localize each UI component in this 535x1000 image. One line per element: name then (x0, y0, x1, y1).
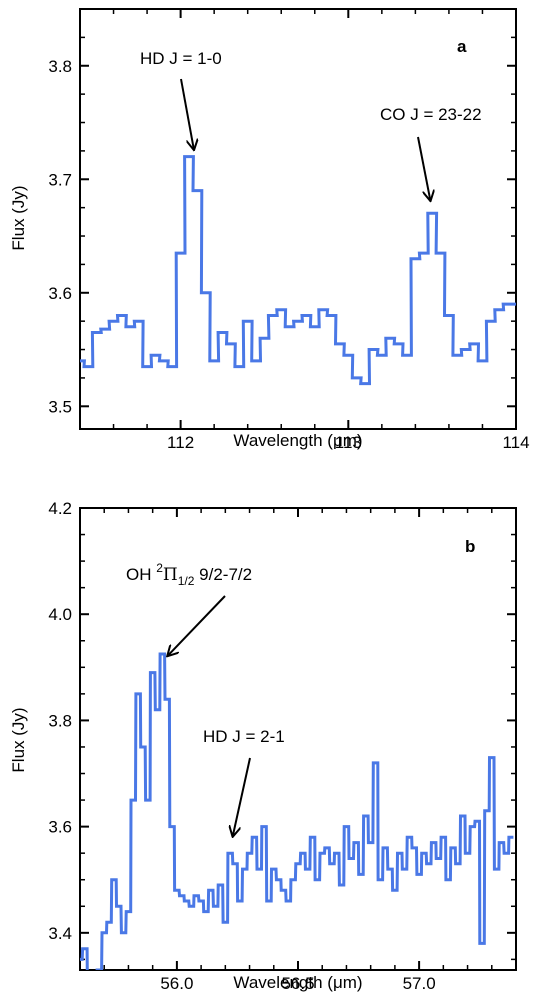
y-tick-label: 3.5 (48, 397, 72, 416)
spectrum-line-a (80, 155, 516, 386)
annotation-hd-10-arrow (180, 78, 194, 150)
tick-marks-a (79, 8, 517, 429)
x-axis-title-a: Wavelength (μm) (233, 431, 362, 450)
x-tick-label: 56.0 (160, 974, 193, 993)
plot-frame-a (79, 8, 517, 430)
tick-labels-b: 56.0 56.5 57.0 3.4 3.6 3.8 4.0 4.2 (48, 499, 435, 993)
panel-label-b: b (465, 537, 475, 556)
annotation-co-arrow (417, 136, 431, 201)
x-tick-label: 57.0 (403, 974, 436, 993)
x-tick-label: 56.5 (281, 974, 314, 993)
panel-label-a: a (457, 37, 467, 56)
y-tick-label: 4.2 (48, 499, 72, 518)
y-axis-title-b: Flux (Jy) (9, 707, 28, 772)
y-tick-label: 3.6 (48, 284, 72, 303)
y-axis-title-a: Flux (Jy) (9, 185, 28, 250)
x-axis-title-b: Wavelength (μm) (233, 973, 362, 992)
x-tick-label: 112 (167, 433, 194, 452)
y-tick-label: 3.4 (48, 924, 72, 943)
annotation-oh-label: OH 2Π1/2 9/2-7/2 (126, 561, 252, 588)
panel-b: 56.0 56.5 57.0 3.4 3.6 3.8 4.0 4.2 b Wavelength… (9, 499, 517, 993)
annotation-co-label: CO J = 23-22 (380, 105, 482, 124)
spectrum-line-b (80, 652, 514, 970)
y-tick-label: 3.7 (48, 170, 72, 189)
tick-labels-a: 112 113 114 3.5 3.6 3.7 3.8 (48, 57, 529, 452)
annotation-hd-21-arrow (233, 757, 251, 837)
y-tick-label: 4.0 (48, 605, 72, 624)
y-tick-label: 3.8 (48, 57, 72, 76)
annotation-oh-arrow (167, 595, 226, 656)
annotation-hd-10-label: HD J = 1-0 (140, 49, 222, 68)
x-tick-label: 113 (335, 433, 362, 452)
tick-marks-b (79, 507, 517, 970)
x-tick-label: 114 (502, 433, 529, 452)
annotation-hd-21-label: HD J = 2-1 (203, 727, 285, 746)
y-tick-label: 3.6 (48, 818, 72, 837)
y-tick-label: 3.8 (48, 711, 72, 730)
